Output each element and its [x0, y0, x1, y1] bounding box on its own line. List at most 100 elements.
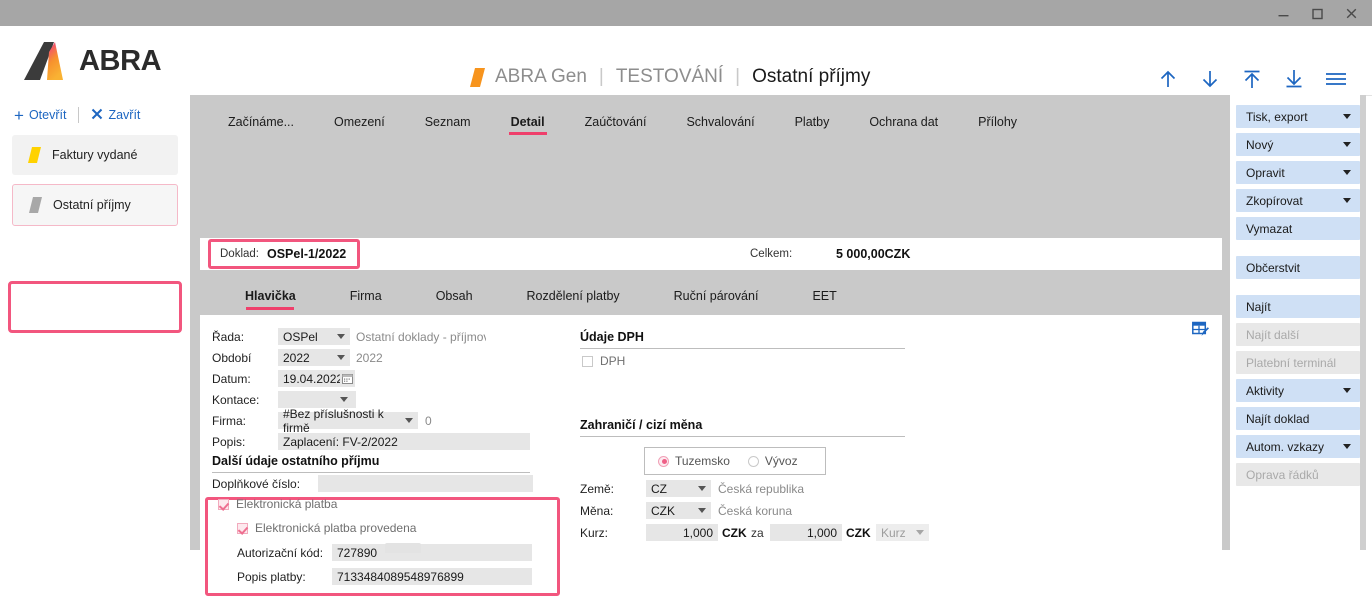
subtab-obsah[interactable]: Obsah — [409, 276, 500, 315]
rail-button-label: Tisk, export — [1246, 109, 1308, 124]
sidebar-item-ostatni-prijmy[interactable]: Ostatní příjmy — [12, 184, 178, 226]
tab-label: Ochrana dat — [869, 115, 939, 129]
rada-select[interactable]: OSPel — [278, 328, 350, 345]
popis-value: Zaplacení: FV-2/2022 — [283, 434, 398, 449]
zkopirovat-button[interactable]: Zkopírovat — [1236, 189, 1360, 212]
tab-prilohy[interactable]: Přílohy — [958, 95, 1037, 149]
arrow-up-icon[interactable] — [1156, 66, 1180, 92]
kontace-select[interactable] — [278, 391, 356, 408]
app-header: ABRA ABRA Gen | TESTOVÁNÍ | Ostatní příj… — [0, 26, 1372, 96]
sidebar-item-faktury-vydane[interactable]: Faktury vydané — [12, 135, 178, 175]
sidebar-selection-highlight — [8, 281, 182, 333]
minimize-icon[interactable] — [1266, 0, 1300, 26]
further-data-section-title: Další údaje ostatního příjmu — [212, 454, 380, 468]
mena-value: CZK — [651, 503, 675, 518]
novy-button[interactable]: Nový — [1236, 133, 1360, 156]
obdobi-hint: 2022 — [356, 351, 383, 365]
kurz-left-input[interactable]: 1,000 — [646, 524, 718, 541]
autom-vzkazy-button[interactable]: Autom. vzkazy — [1236, 435, 1360, 458]
tab-platby[interactable]: Platby — [775, 95, 850, 149]
chevron-down-icon — [1343, 170, 1351, 175]
maximize-icon[interactable] — [1300, 0, 1334, 26]
obcerstvit-button[interactable]: Občerstvit — [1236, 256, 1360, 279]
checkbox-icon — [582, 355, 593, 367]
hamburger-menu-icon[interactable] — [1324, 66, 1348, 92]
calendar-icon[interactable] — [340, 370, 355, 387]
rada-label: Řada: — [212, 330, 245, 344]
tab-schvalovani[interactable]: Schvalování — [666, 95, 774, 149]
mena-hint: Česká koruna — [718, 504, 793, 518]
auth-code-input[interactable]: 727890 — [332, 544, 532, 561]
tab-label: Omezení — [334, 115, 385, 129]
vymazat-button[interactable]: Vymazat — [1236, 217, 1360, 240]
tab-detail[interactable]: Detail — [491, 95, 565, 149]
subtab-eet[interactable]: EET — [785, 276, 863, 315]
opravit-button[interactable]: Opravit — [1236, 161, 1360, 184]
rail-scrollbar[interactable] — [1360, 95, 1366, 550]
tab-omezeni[interactable]: Omezení — [314, 95, 405, 149]
payment-desc-input[interactable]: 7133484089548976899 — [332, 568, 532, 585]
dph-label: DPH — [600, 354, 626, 368]
zeme-label: Země: — [580, 482, 615, 496]
kurz-right-currency: CZK — [846, 526, 871, 540]
total-label: Celkem: — [750, 248, 793, 260]
firma-value: #Bez příslušnosti k firmě — [283, 406, 384, 435]
aktivity-button[interactable]: Aktivity — [1236, 379, 1360, 402]
popis-input[interactable]: Zaplacení: FV-2/2022 — [278, 433, 530, 450]
arrow-up-to-top-icon[interactable] — [1240, 66, 1264, 92]
tab-label: Zaúčtování — [584, 115, 647, 129]
table-edit-icon[interactable] — [1192, 321, 1209, 341]
subtab-label: Ruční párování — [673, 288, 759, 303]
vat-section-title: Údaje DPH — [580, 330, 644, 344]
main-panel: Začínáme... Omezení Seznam Detail Zaúčto… — [190, 95, 1230, 596]
window-titlebar — [0, 0, 1372, 26]
subtab-hlavicka[interactable]: Hlavička — [218, 276, 323, 315]
subtab-label: Rozdělení platby — [526, 288, 620, 303]
open-button-label: Otevřít — [28, 108, 67, 122]
bottom-collapsed-element[interactable] — [385, 543, 421, 553]
sidebar-item-label: Ostatní příjmy — [53, 198, 131, 212]
tab-zaciname[interactable]: Začínáme... — [208, 95, 314, 149]
kurz-right-input[interactable]: 1,000 — [770, 524, 842, 541]
subtab-rozdeleni-platby[interactable]: Rozdělení platby — [500, 276, 647, 315]
detail-form: Řada: OSPel Ostatní doklady - příjmové O… — [200, 315, 1222, 596]
kurz-type-select[interactable]: Kurz — [876, 524, 929, 541]
obdobi-select[interactable]: 2022 — [278, 349, 350, 366]
firma-select[interactable]: #Bez příslušnosti k firmě — [278, 407, 418, 435]
arrow-down-to-bottom-icon[interactable] — [1282, 66, 1306, 92]
breadcrumb: ABRA Gen | TESTOVÁNÍ | Ostatní příjmy — [470, 66, 870, 88]
doklad-value: OSPel-1/2022 — [267, 247, 347, 261]
najit-doklad-button[interactable]: Najít doklad — [1236, 407, 1360, 430]
chevron-down-icon — [1343, 388, 1351, 393]
close-button-label: Zavřít — [108, 108, 141, 122]
slash-icon — [470, 67, 485, 87]
tab-seznam[interactable]: Seznam — [405, 95, 491, 149]
radio-vyvoz[interactable]: Vývoz — [747, 454, 798, 468]
foreign-section-rule — [580, 436, 905, 437]
tab-label: Seznam — [424, 115, 471, 129]
najit-button[interactable]: Najít — [1236, 295, 1360, 318]
electronic-payment-done-checkbox[interactable]: Elektronická platba provedena — [237, 521, 416, 535]
mena-select[interactable]: CZK — [646, 502, 711, 519]
subtab-rucni-parovani[interactable]: Ruční párování — [647, 276, 786, 315]
tab-zauctovani[interactable]: Zaúčtování — [565, 95, 667, 149]
primary-tabs: Začínáme... Omezení Seznam Detail Zaúčto… — [190, 95, 1230, 149]
electronic-payment-checkbox[interactable]: Elektronická platba — [218, 497, 337, 511]
kurz-left-currency: CZK — [722, 526, 747, 540]
kurz-label: Kurz: — [580, 526, 609, 540]
further-data-rule — [212, 472, 530, 473]
datum-input[interactable]: 19.04.2022 — [278, 370, 343, 387]
doplnkove-cislo-input[interactable] — [318, 475, 533, 492]
open-button[interactable]: + Otevřít — [14, 107, 66, 124]
window-controls — [1266, 0, 1368, 26]
tab-label: Přílohy — [978, 115, 1018, 129]
close-icon[interactable] — [1334, 0, 1368, 26]
dph-checkbox[interactable]: DPH — [582, 354, 625, 368]
arrow-down-icon[interactable] — [1198, 66, 1222, 92]
close-button[interactable]: Zavřít — [91, 108, 140, 123]
tab-ochrana-dat[interactable]: Ochrana dat — [849, 95, 958, 149]
tisk-export-button[interactable]: Tisk, export — [1236, 105, 1360, 128]
zeme-select[interactable]: CZ — [646, 480, 711, 497]
subtab-firma[interactable]: Firma — [323, 276, 409, 315]
radio-tuzemsko[interactable]: Tuzemsko — [658, 454, 730, 468]
